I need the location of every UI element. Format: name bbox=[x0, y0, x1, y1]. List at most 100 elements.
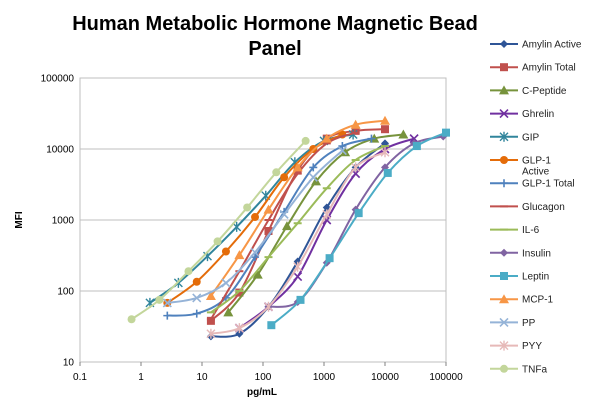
series-il-6 bbox=[206, 145, 389, 314]
legend-item-amylin-total: Amylin Total bbox=[490, 63, 576, 74]
data-point-tnfa bbox=[127, 315, 136, 324]
legend-label: Amylin Active bbox=[522, 40, 582, 51]
axis-ticks: 10 100 1000 10000 100000 0.1 1 10 100 1000 10000 10… bbox=[41, 74, 463, 384]
data-point-ghrelin bbox=[293, 271, 303, 282]
series-line-c-peptide bbox=[227, 133, 404, 314]
x-tick-label: 1000 bbox=[313, 372, 336, 383]
chart-title-line-2: Panel bbox=[248, 38, 301, 60]
data-point-leptin bbox=[267, 321, 276, 330]
y-axis-title: MFI bbox=[14, 211, 25, 228]
data-point-c-peptide bbox=[398, 129, 409, 139]
x-axis-title: pg/mL bbox=[247, 387, 277, 398]
data-point-pp bbox=[308, 172, 318, 182]
series-mcp-1 bbox=[205, 115, 390, 301]
legend-item-pyy: PYY bbox=[490, 340, 542, 352]
data-point-mcp-1 bbox=[292, 162, 303, 172]
data-point-glp-1-total bbox=[163, 311, 172, 320]
data-point-pp bbox=[162, 298, 172, 308]
legend-label: Glucagon bbox=[522, 202, 565, 213]
data-point-mcp-1 bbox=[350, 119, 361, 129]
series-tnfa bbox=[127, 136, 310, 324]
legend-item-glucagon: Glucagon bbox=[490, 202, 565, 213]
data-point-tnfa bbox=[213, 237, 222, 246]
data-point-tnfa bbox=[155, 295, 164, 304]
legend-label: GLP-1 Active bbox=[522, 156, 551, 178]
data-point-pp bbox=[337, 146, 347, 156]
data-point-c-peptide bbox=[252, 269, 263, 279]
legend-swatch-marker bbox=[499, 85, 509, 95]
legend-item-gip: GIP bbox=[490, 131, 540, 143]
legend-item-amylin-active: Amylin Active bbox=[490, 40, 582, 51]
data-point-pp bbox=[250, 247, 260, 257]
data-point-glp-1-active bbox=[192, 277, 201, 286]
series-pp bbox=[162, 146, 347, 308]
data-point-c-peptide bbox=[281, 221, 292, 231]
data-point-pp bbox=[192, 293, 202, 303]
legend-label: PYY bbox=[522, 341, 542, 352]
legend-item-tnfa: TNFa bbox=[490, 364, 547, 375]
series-line-pyy bbox=[210, 151, 386, 335]
data-point-mcp-1 bbox=[380, 115, 390, 125]
legend-item-pp: PP bbox=[490, 317, 536, 329]
x-tick-label: 10000 bbox=[371, 372, 399, 383]
data-point-leptin bbox=[325, 254, 334, 263]
legend-item-leptin: Leptin bbox=[490, 272, 549, 283]
legend-item-insulin: Insulin bbox=[490, 248, 551, 259]
legend-swatch-marker bbox=[499, 109, 509, 119]
legend-item-il-6: IL-6 bbox=[490, 225, 540, 236]
legend-swatch-marker bbox=[499, 340, 509, 351]
legend-item-ghrelin: Ghrelin bbox=[490, 109, 554, 120]
legend-label: PP bbox=[522, 318, 536, 329]
series-pyy bbox=[206, 147, 390, 339]
data-point-pyy bbox=[380, 147, 390, 158]
data-point-glp-1-total bbox=[251, 253, 260, 262]
legend-swatch-marker bbox=[500, 179, 508, 188]
legend-swatch-marker bbox=[500, 156, 508, 164]
legend-label: GIP bbox=[522, 132, 540, 143]
data-point-leptin bbox=[354, 209, 363, 218]
y-tick-label: 100 bbox=[57, 287, 74, 298]
data-point-amylin-total bbox=[264, 226, 273, 235]
x-tick-label: 0.1 bbox=[73, 372, 87, 383]
legend-swatch-marker bbox=[499, 294, 509, 304]
data-point-glp-1-active bbox=[221, 247, 230, 256]
legend-swatch-marker bbox=[499, 131, 509, 142]
x-tick-label: 10 bbox=[196, 372, 208, 383]
data-point-tnfa bbox=[243, 203, 252, 212]
x-tick-label: 100 bbox=[255, 372, 272, 383]
legend-label: MCP-1 bbox=[522, 295, 554, 306]
legend-item-mcp-1: MCP-1 bbox=[490, 294, 554, 306]
data-point-c-peptide bbox=[340, 147, 351, 157]
x-tick-label: 1 bbox=[138, 372, 144, 383]
legend-label: Ghrelin bbox=[522, 109, 554, 120]
data-point-amylin-total bbox=[351, 126, 360, 135]
legend-label: C-Peptide bbox=[522, 86, 567, 97]
data-point-pyy bbox=[206, 328, 216, 339]
legend-swatch-marker bbox=[500, 272, 508, 280]
y-tick-label: 1000 bbox=[52, 216, 75, 227]
data-point-pp bbox=[221, 278, 231, 288]
data-point-glp-1-total bbox=[309, 163, 318, 172]
x-tick-label: 100000 bbox=[429, 372, 463, 383]
legend-label: TNFa bbox=[522, 364, 547, 375]
legend-item-c-peptide: C-Peptide bbox=[490, 85, 567, 97]
series-leptin bbox=[267, 128, 450, 330]
legend-label: Insulin bbox=[522, 248, 551, 259]
legend-label: Amylin Total bbox=[522, 63, 576, 74]
legend: Amylin Active Amylin Total C-Peptide Ghreli… bbox=[490, 40, 582, 375]
legend-item-glp-1-active: GLP-1 Active bbox=[490, 156, 551, 178]
y-tick-label: 10000 bbox=[46, 145, 74, 156]
legend-item-glp-1-total: GLP-1 Total bbox=[490, 179, 575, 190]
legend-swatch-marker bbox=[500, 63, 508, 72]
data-point-glp-1-active bbox=[280, 173, 289, 182]
y-tick-label: 10 bbox=[63, 358, 75, 369]
data-point-leptin bbox=[412, 142, 421, 151]
data-point-tnfa bbox=[301, 136, 310, 145]
series-lines bbox=[127, 115, 450, 341]
chart-title-line-1: Human Metabolic Hormone Magnetic Bead bbox=[72, 13, 478, 35]
data-point-tnfa bbox=[272, 168, 281, 177]
data-point-pyy bbox=[351, 162, 361, 173]
data-point-glp-1-total bbox=[192, 309, 201, 318]
data-point-glp-1-total bbox=[367, 134, 376, 143]
